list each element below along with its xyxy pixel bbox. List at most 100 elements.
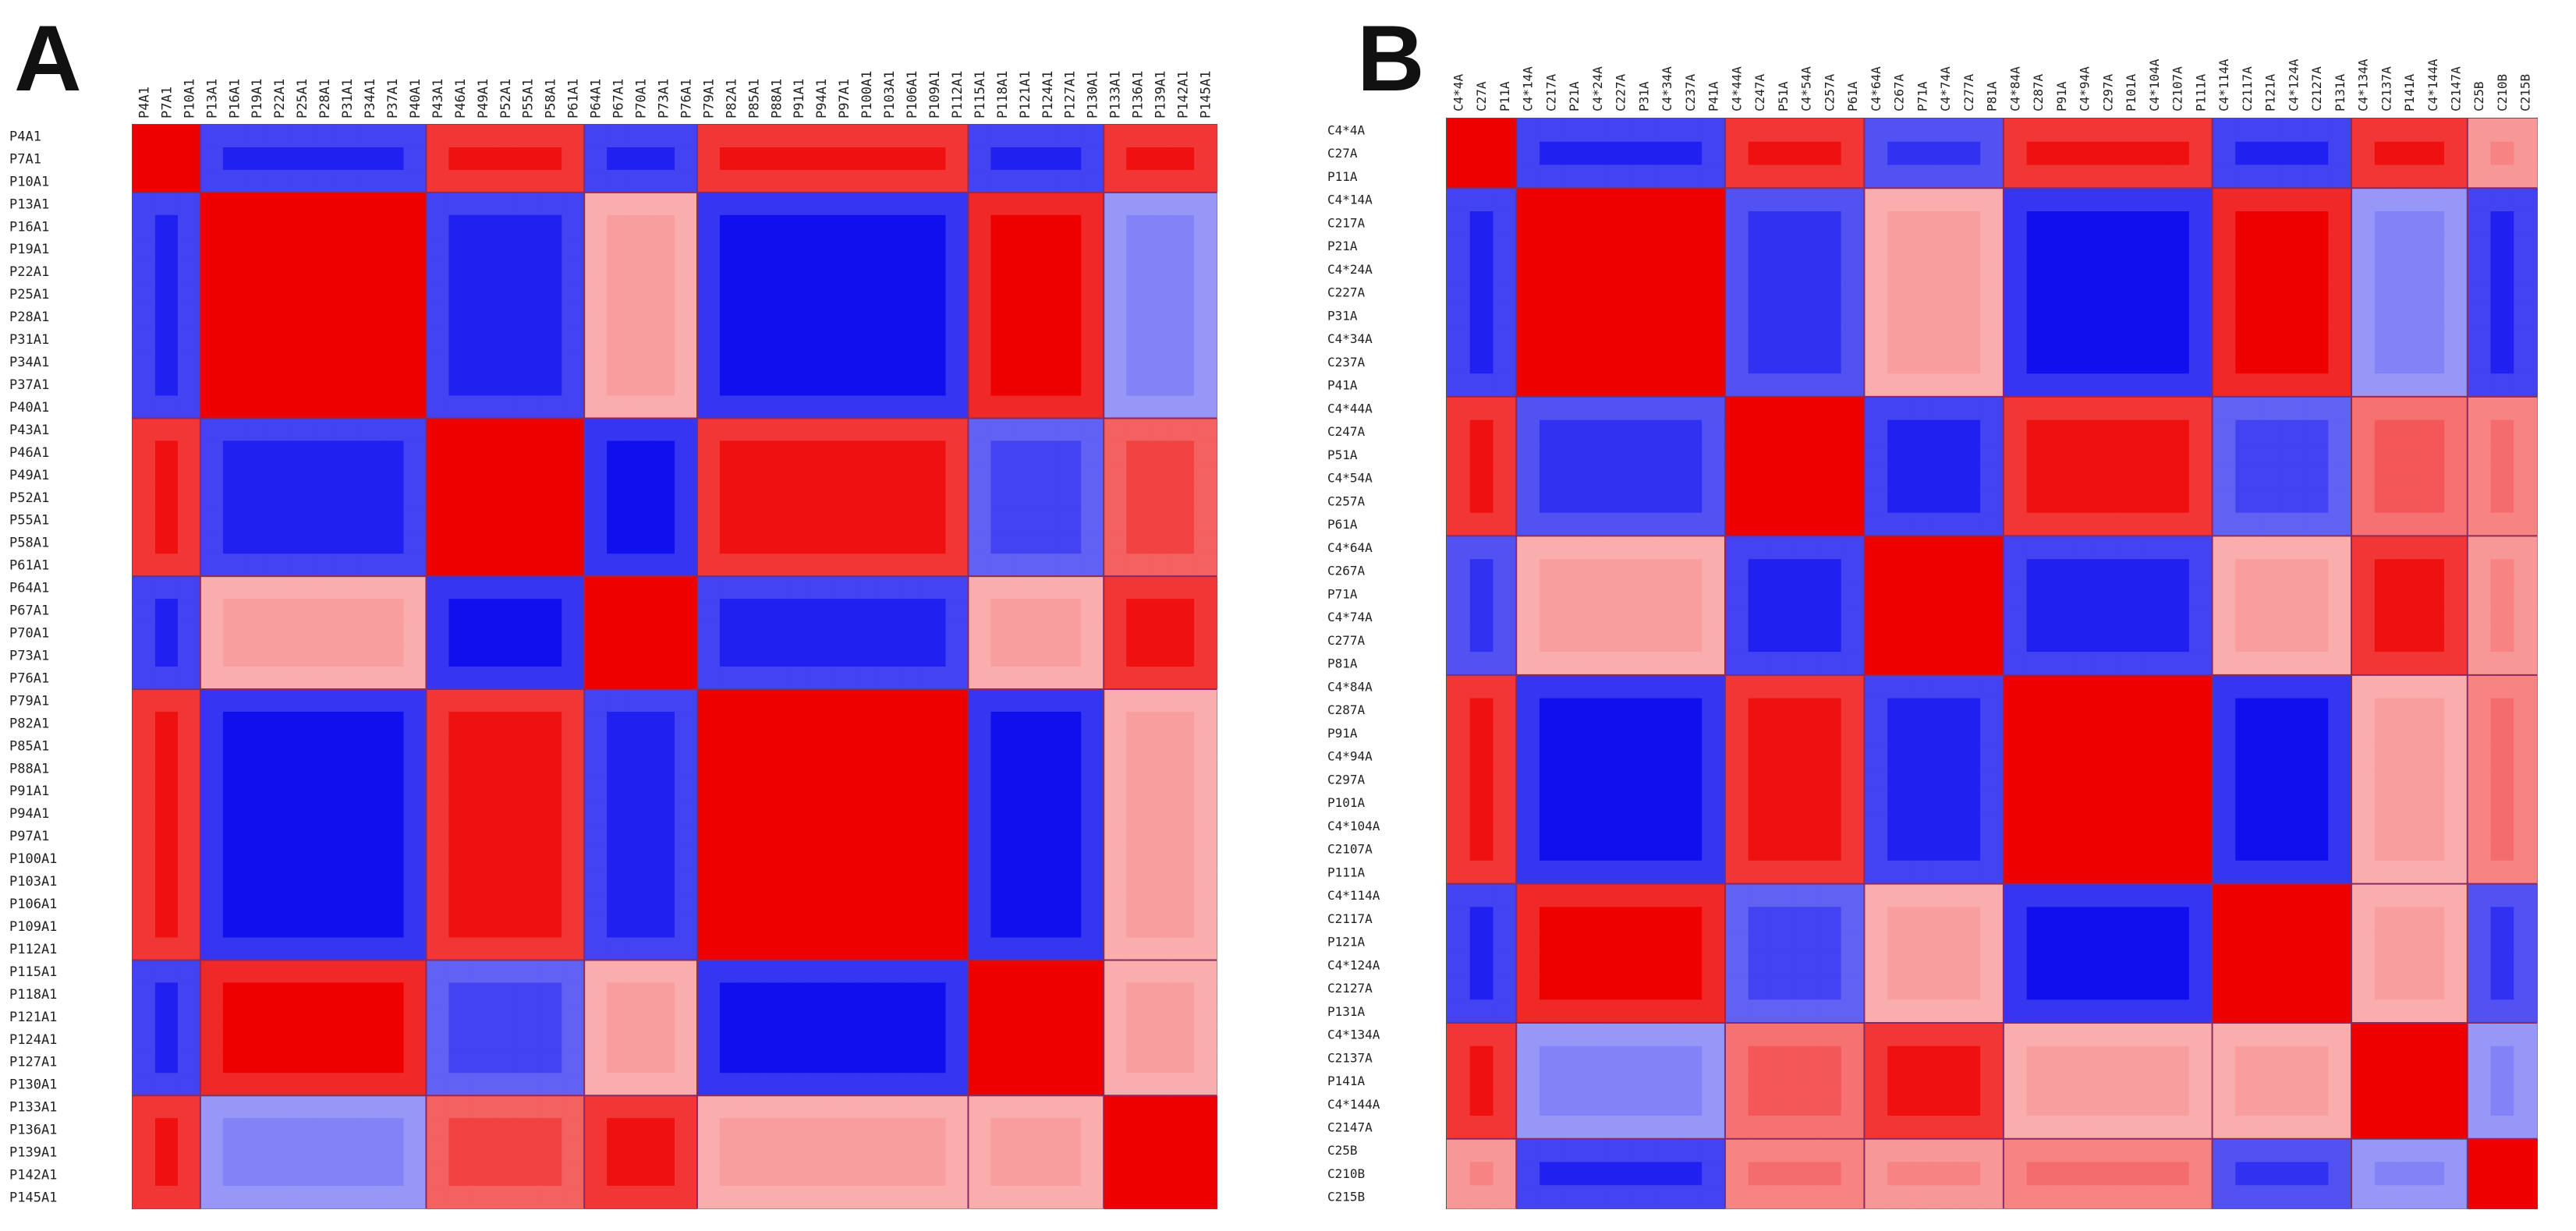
heatmap-cell [1655,999,1680,1024]
heatmap-cell [2096,907,2121,931]
heatmap-cell [923,554,947,577]
heatmap-cell [1539,1138,1564,1163]
heatmap-cell [832,486,856,509]
heatmap-cell [1516,745,1540,769]
heatmap-cell [2514,860,2538,885]
heatmap-cell [2259,582,2283,607]
heatmap-cell [1632,210,1657,235]
heatmap-cell [539,260,562,284]
row-label: P31A [1327,308,1358,323]
heatmap-cell [200,147,224,171]
heatmap-cell [1194,1073,1217,1096]
heatmap-cell [2212,559,2236,583]
heatmap-cell [2096,1023,2121,1047]
heatmap-cell [2096,234,2121,259]
heatmap-cell [2328,1092,2352,1116]
heatmap-cell [2397,489,2422,514]
heatmap-cell [855,1050,879,1074]
heatmap-cell [1447,1069,1471,1093]
heatmap-cell [200,621,224,645]
heatmap-cell [2328,860,2352,885]
heatmap-cell [494,1141,517,1164]
heatmap-cell [2003,419,2028,444]
heatmap-cell [2212,628,2236,653]
heatmap-cell [516,169,540,193]
heatmap-cell [1980,930,2004,954]
heatmap-cell [381,237,405,261]
heatmap-cell [2026,1185,2050,1209]
heatmap-cell [1771,674,1795,699]
heatmap-cell [2397,559,2422,583]
heatmap-cell [2444,628,2468,653]
heatmap-cell [471,599,494,622]
heatmap-cell [2374,119,2399,143]
heatmap-cell [154,237,179,261]
heatmap-cell [810,711,834,735]
heatmap-cell [1149,1118,1172,1141]
heatmap-cell [335,1073,360,1096]
heatmap-cell [2351,1185,2376,1209]
heatmap-cell [516,1095,540,1119]
heatmap-cell [1817,791,1842,815]
heatmap-cell [2050,930,2074,954]
heatmap-cell [1748,628,1773,653]
heatmap-cell [1655,745,1680,769]
heatmap-cell [2003,512,2028,536]
heatmap-cell [2514,628,2538,653]
heatmap-cell [448,1118,472,1141]
heatmap-cell [787,824,811,848]
heatmap-cell [968,1028,992,1051]
heatmap-cell [2096,1069,2121,1093]
heatmap-cell [2421,210,2445,235]
heatmap-cell [200,554,224,577]
heatmap-cell [358,667,382,690]
heatmap-cell [968,192,992,216]
heatmap-cell [877,214,902,239]
heatmap-cell [1058,756,1082,780]
heatmap-cell [2188,628,2213,653]
heatmap-cell [2351,466,2376,490]
heatmap-cell [2467,350,2492,374]
heatmap-cell [945,327,969,352]
heatmap-cell [1036,1028,1059,1051]
row-label: P115A1 [9,964,57,980]
heatmap-cell [539,847,562,871]
column-label: P70A1 [634,79,650,119]
heatmap-cell [1586,721,1610,745]
heatmap-cell [900,756,924,780]
heatmap-cell [2351,953,2376,978]
heatmap-cell [1910,281,1935,305]
heatmap-cell [1655,976,1680,1000]
heatmap-cell [1724,721,1749,745]
heatmap-cell [2235,419,2259,444]
heatmap-cell [245,847,269,871]
heatmap-cell [742,305,766,329]
heatmap-cell [1149,937,1172,961]
heatmap-cell [1841,930,1865,954]
heatmap-cell [855,914,879,939]
heatmap-cell [2397,257,2422,281]
heatmap-cell [990,1073,1014,1096]
heatmap-cell [1864,976,1888,1000]
heatmap-cell [403,305,427,329]
heatmap-cell [923,373,947,397]
heatmap-cell [2281,443,2306,467]
heatmap-cell [1632,257,1657,281]
heatmap-cell [2003,883,2028,907]
heatmap-cell [1771,119,1795,143]
heatmap-cell [923,147,947,171]
heatmap-cell [1036,1005,1059,1028]
heatmap-cell [2351,628,2376,653]
heatmap-cell [1104,237,1127,261]
heatmap-cell [2026,512,2050,536]
heatmap-cell [1058,1163,1082,1187]
heatmap-cell [923,1050,947,1074]
heatmap-cell [1469,466,1494,490]
heatmap-cell [900,282,924,306]
heatmap-cell [1609,976,1633,1000]
heatmap-cell [2096,210,2121,235]
heatmap-cell [245,756,269,780]
heatmap-cell [1013,1095,1036,1119]
heatmap-cell [539,982,562,1006]
heatmap-cell [719,1073,743,1096]
